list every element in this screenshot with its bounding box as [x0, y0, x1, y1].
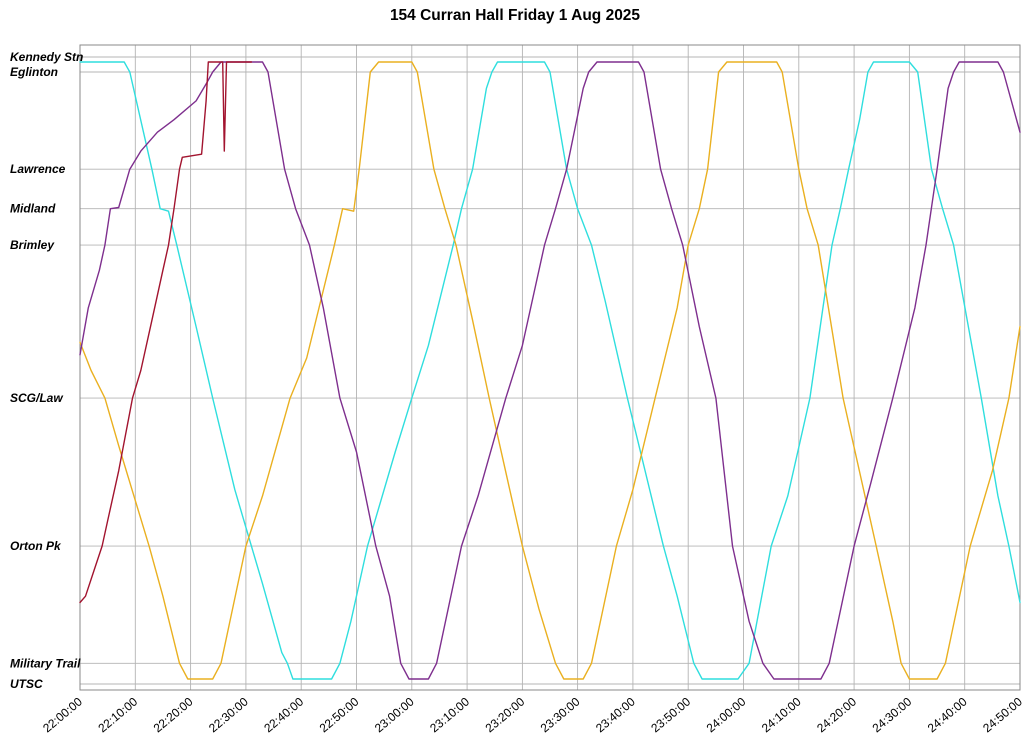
time-tick-label: 23:40:00 — [593, 694, 638, 735]
time-tick-label: 23:50:00 — [648, 694, 693, 735]
station-label: UTSC — [10, 677, 43, 691]
station-label: Brimley — [10, 238, 55, 252]
time-tick-label: 23:30:00 — [538, 694, 583, 735]
time-tick-label: 24:00:00 — [704, 694, 749, 735]
trip-line-cyan — [79, 61, 1021, 680]
station-label: Eglinton — [10, 65, 58, 79]
station-label: SCG/Law — [10, 391, 63, 405]
plot-frame — [79, 44, 1021, 691]
time-tick-label: 22:20:00 — [151, 694, 196, 735]
time-tick-label: 23:00:00 — [372, 694, 417, 735]
time-tick-label: 22:50:00 — [317, 694, 362, 735]
station-label: Lawrence — [10, 162, 66, 176]
station-label: Midland — [10, 202, 56, 216]
trip-lines — [79, 61, 1021, 680]
chart-title: 154 Curran Hall Friday 1 Aug 2025 — [390, 7, 640, 24]
trip-line-darkred — [79, 61, 253, 604]
time-tick-label: 24:40:00 — [925, 694, 970, 735]
time-tick-label: 22:30:00 — [206, 694, 251, 735]
station-label: Kennedy Stn — [10, 50, 83, 64]
time-tick-label: 22:40:00 — [261, 694, 306, 735]
time-axis-labels: 22:00:00 22:10:00 22:20:00 22:30:00 22:40:00… — [40, 694, 1024, 735]
time-tick-label: 24:10:00 — [759, 694, 804, 735]
time-tick-label: 24:30:00 — [870, 694, 915, 735]
trip-line-purple — [79, 61, 1021, 680]
time-tick-label: 24:20:00 — [814, 694, 859, 735]
time-tick-label: 22:00:00 — [40, 694, 85, 735]
grid-lines — [79, 44, 1021, 691]
time-tick-label: 23:20:00 — [483, 694, 528, 735]
station-label: Military Trail — [10, 656, 81, 670]
trip-line-gold — [79, 61, 1021, 680]
time-tick-label: 23:10:00 — [427, 694, 472, 735]
time-tick-label: 22:10:00 — [95, 694, 140, 735]
time-tick-label: 24:50:00 — [980, 694, 1024, 735]
station-label: Orton Pk — [10, 539, 62, 553]
